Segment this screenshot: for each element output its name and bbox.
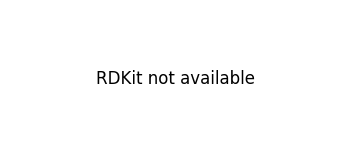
Text: RDKit not available: RDKit not available	[96, 70, 255, 87]
